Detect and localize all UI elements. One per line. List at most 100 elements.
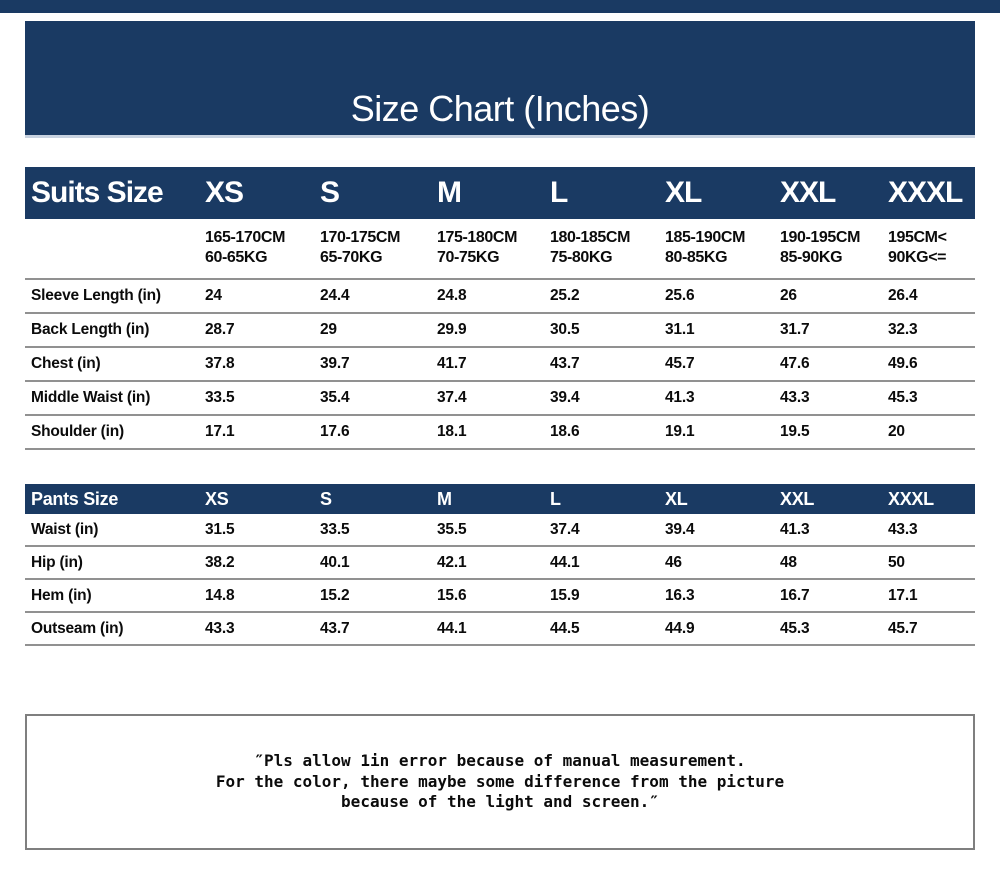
measurement-value: 31.1 bbox=[665, 321, 695, 338]
pants-table-header-label: Pants Size bbox=[31, 488, 119, 509]
measurement-value: 30.5 bbox=[550, 321, 580, 338]
measurement-value: 39.4 bbox=[665, 520, 695, 538]
measurement-row-label: Middle Waist (in) bbox=[31, 389, 151, 406]
height-weight-range: 175-180CM 70-75KG bbox=[437, 228, 550, 268]
measurement-value: 44.1 bbox=[437, 619, 467, 637]
size-column-header-s: S bbox=[320, 176, 340, 209]
measurement-value: 24.4 bbox=[320, 287, 350, 304]
size-column-header-l: L bbox=[550, 488, 561, 509]
height-weight-range: 165-170CM 60-65KG bbox=[205, 228, 320, 268]
size-column-header-m: M bbox=[437, 176, 462, 209]
suits-table-row: Shoulder (in) 17.1 17.6 18.1 18.6 19.1 19.5 20 bbox=[25, 416, 975, 450]
measurement-value: 32.3 bbox=[888, 321, 918, 338]
measurement-row-label: Hem (in) bbox=[31, 586, 92, 604]
measurement-value: 16.7 bbox=[780, 586, 810, 604]
pants-table-row: Hip (in) 38.2 40.1 42.1 44.1 46 48 50 bbox=[25, 547, 975, 580]
measurement-value: 41.7 bbox=[437, 355, 467, 372]
measurement-value: 25.6 bbox=[665, 287, 695, 304]
size-column-header-xxxl: XXXL bbox=[888, 488, 934, 509]
pants-table-row: Outseam (in) 43.3 43.7 44.1 44.5 44.9 45.3 45.7 bbox=[25, 613, 975, 646]
size-column-header-xl: XL bbox=[665, 176, 702, 209]
measurement-value: 29 bbox=[320, 321, 337, 338]
measurement-value: 16.3 bbox=[665, 586, 695, 604]
measurement-row-label: Chest (in) bbox=[31, 355, 101, 372]
measurement-value: 18.1 bbox=[437, 423, 467, 440]
measurement-value: 44.1 bbox=[550, 553, 580, 571]
measurement-value: 15.6 bbox=[437, 586, 467, 604]
pants-table-row: Waist (in) 31.5 33.5 35.5 37.4 39.4 41.3 43.3 bbox=[25, 514, 975, 547]
size-column-header-xxl: XXL bbox=[780, 488, 815, 509]
measurement-value: 24.8 bbox=[437, 287, 467, 304]
size-column-header-m: M bbox=[437, 488, 452, 509]
measurement-row-label: Outseam (in) bbox=[31, 619, 124, 637]
size-column-header-xxl: XXL bbox=[780, 176, 836, 209]
measurement-value: 43.7 bbox=[320, 619, 350, 637]
measurement-value: 41.3 bbox=[780, 520, 810, 538]
measurement-value: 37.4 bbox=[437, 389, 467, 406]
measurement-value: 45.7 bbox=[665, 355, 695, 372]
measurement-value: 19.5 bbox=[780, 423, 810, 440]
title-banner: Size Chart (Inches) bbox=[25, 21, 975, 138]
measurement-value: 33.5 bbox=[320, 520, 350, 538]
measurement-row-label: Sleeve Length (in) bbox=[31, 287, 161, 304]
suits-table-header-row: Suits Size XS S M L XL XXL XXXL bbox=[25, 167, 975, 219]
measurement-row-label: Waist (in) bbox=[31, 520, 99, 538]
range-height: 185-190CM bbox=[665, 229, 746, 246]
size-column-header-xs: XS bbox=[205, 176, 244, 209]
size-column-header-l: L bbox=[550, 176, 568, 209]
height-weight-range: 190-195CM 85-90KG bbox=[780, 228, 888, 268]
measurement-row-label: Shoulder (in) bbox=[31, 423, 124, 440]
range-weight: 80-85KG bbox=[665, 249, 728, 266]
measurement-value: 26 bbox=[780, 287, 797, 304]
measurement-value: 43.7 bbox=[550, 355, 580, 372]
size-column-header-xxxl: XXXL bbox=[888, 176, 963, 209]
measurement-value: 28.7 bbox=[205, 321, 235, 338]
range-height: 180-185CM bbox=[550, 229, 631, 246]
measurement-value: 24 bbox=[205, 287, 222, 304]
range-height: 190-195CM bbox=[780, 229, 861, 246]
height-weight-range: 170-175CM 65-70KG bbox=[320, 228, 437, 268]
range-weight: 60-65KG bbox=[205, 249, 268, 266]
measurement-value: 37.8 bbox=[205, 355, 235, 372]
measurement-value: 31.7 bbox=[780, 321, 810, 338]
measurement-value: 50 bbox=[888, 553, 905, 571]
range-weight: 85-90KG bbox=[780, 249, 843, 266]
measurement-value: 39.7 bbox=[320, 355, 350, 372]
measurement-note-box: ″Pls allow 1in error because of manual m… bbox=[25, 714, 975, 850]
measurement-value: 40.1 bbox=[320, 553, 350, 571]
measurement-value: 44.9 bbox=[665, 619, 695, 637]
measurement-value: 43.3 bbox=[780, 389, 810, 406]
suits-table-ranges-row: 165-170CM 60-65KG 170-175CM 65-70KG 175-180C… bbox=[25, 219, 975, 280]
suits-table-row: Middle Waist (in) 33.5 35.4 37.4 39.4 41.3 43.… bbox=[25, 382, 975, 416]
measurement-value: 44.5 bbox=[550, 619, 580, 637]
measurement-value: 45.3 bbox=[780, 619, 810, 637]
measurement-value: 43.3 bbox=[205, 619, 235, 637]
measurement-value: 25.2 bbox=[550, 287, 580, 304]
range-height: 195CM< bbox=[888, 229, 947, 246]
range-height: 165-170CM bbox=[205, 229, 286, 246]
measurement-value: 38.2 bbox=[205, 553, 235, 571]
suits-table-header-label: Suits Size bbox=[31, 176, 164, 209]
suits-table-row: Chest (in) 37.8 39.7 41.7 43.7 45.7 47.6 49.6 bbox=[25, 348, 975, 382]
measurement-value: 15.2 bbox=[320, 586, 350, 604]
height-weight-range: 180-185CM 75-80KG bbox=[550, 228, 665, 268]
measurement-value: 19.1 bbox=[665, 423, 695, 440]
range-height: 175-180CM bbox=[437, 229, 518, 246]
measurement-value: 45.7 bbox=[888, 619, 918, 637]
measurement-value: 41.3 bbox=[665, 389, 695, 406]
measurement-value: 35.5 bbox=[437, 520, 467, 538]
suits-size-table: Suits Size XS S M L XL XXL XXXL 165-170CM 60-65KG… bbox=[25, 167, 975, 450]
size-column-header-xl: XL bbox=[665, 488, 688, 509]
measurement-value: 18.6 bbox=[550, 423, 580, 440]
size-column-header-s: S bbox=[320, 488, 332, 509]
range-height: 170-175CM bbox=[320, 229, 401, 246]
measurement-value: 33.5 bbox=[205, 389, 235, 406]
measurement-value: 17.6 bbox=[320, 423, 350, 440]
height-weight-range: 195CM< 90KG<= bbox=[888, 228, 975, 268]
measurement-value: 26.4 bbox=[888, 287, 918, 304]
note-line-2: For the color, there maybe some differen… bbox=[215, 771, 785, 791]
measurement-value: 49.6 bbox=[888, 355, 918, 372]
measurement-value: 43.3 bbox=[888, 520, 918, 538]
size-chart-page: Size Chart (Inches) Suits Size XS S M L XL XXL… bbox=[0, 0, 1000, 850]
pants-table-header-row: Pants Size XS S M L XL XXL XXXL bbox=[25, 484, 975, 514]
